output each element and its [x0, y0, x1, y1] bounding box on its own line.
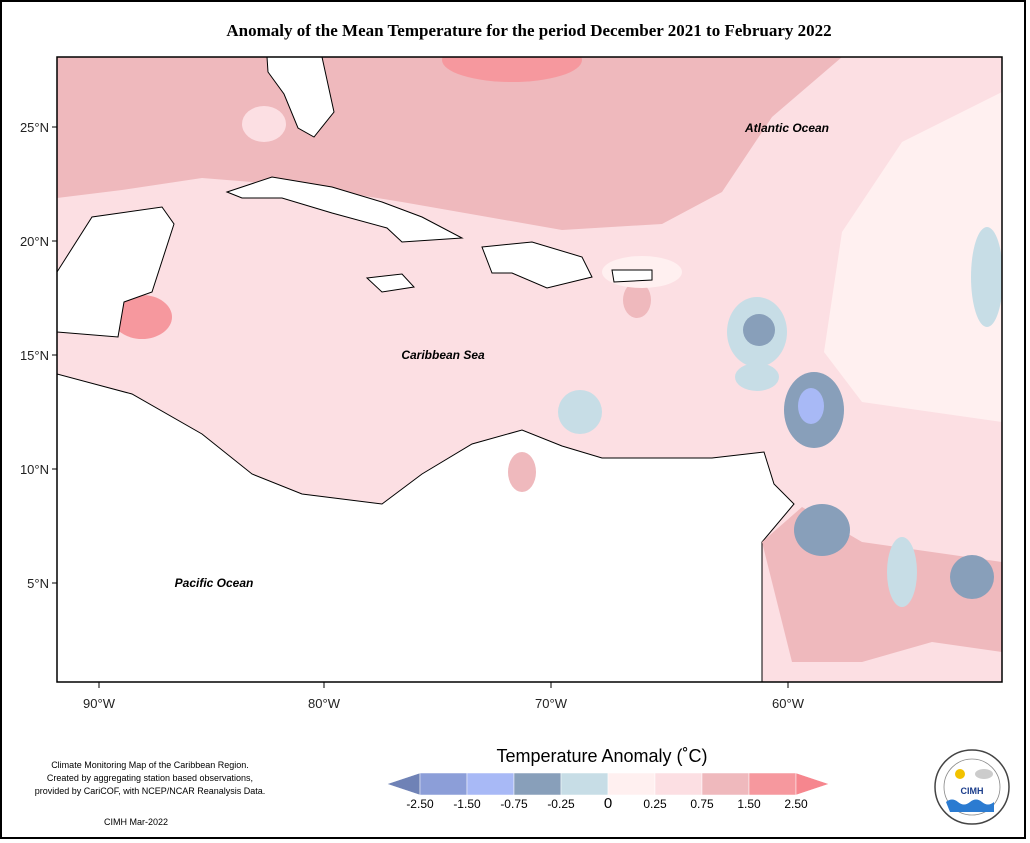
lat-tick-label: 5°N — [27, 576, 49, 591]
lat-tick-label: 25°N — [20, 120, 49, 135]
legend-swatch — [795, 772, 830, 796]
lat-tick-label: 20°N — [20, 234, 49, 249]
legend-swatch — [386, 772, 421, 796]
legend-label: -2.50 — [406, 797, 434, 811]
lat-tick-label: 15°N — [20, 348, 49, 363]
anomaly-field — [623, 282, 651, 318]
land — [365, 273, 416, 293]
map: Atlantic Ocean Caribbean Sea Pacific Oce… — [57, 57, 1002, 682]
place-label: Caribbean Sea — [401, 348, 485, 362]
logo-cloud — [975, 769, 993, 779]
place-label: Atlantic Ocean — [744, 121, 829, 135]
anomaly-field — [824, 92, 1002, 422]
legend-swatch — [607, 772, 656, 796]
legend: Temperature Anomaly (˚C) -2.50 -1.50 -0.75… — [386, 746, 830, 812]
lon-tick-label: 60°W — [772, 696, 805, 711]
lon-tick-label: 70°W — [535, 696, 568, 711]
legend-label: 0.25 — [643, 797, 667, 811]
credit: CIMH Mar-2022 — [104, 817, 168, 827]
land — [57, 373, 795, 682]
footnote: provided by CariCOF, with NCEP/NCAR Rean… — [35, 786, 266, 796]
logo-sun — [955, 769, 965, 779]
anomaly-field — [242, 106, 286, 142]
lat-tick-label: 10°N — [20, 462, 49, 477]
lon-tick-label: 80°W — [308, 696, 341, 711]
land — [225, 176, 464, 243]
legend-swatch — [701, 772, 750, 796]
logo-ring — [943, 758, 1001, 816]
anomaly-field — [57, 57, 842, 230]
legend-label: 1.50 — [737, 797, 761, 811]
legend-swatch — [560, 772, 609, 796]
map-frame — [56, 56, 1003, 683]
footnote: Climate Monitoring Map of the Caribbean … — [51, 760, 249, 770]
legend-label: 2.50 — [784, 797, 808, 811]
land — [57, 206, 175, 338]
title: Anomaly of the Mean Temperature for the … — [226, 21, 831, 40]
legend-label: -0.25 — [547, 797, 575, 811]
lon-tick-label: 90°W — [83, 696, 116, 711]
anomaly-field — [508, 452, 536, 492]
legend-label: -0.75 — [500, 797, 528, 811]
ticks: 25°N 20°N 15°N 10°N 5°N 90°W 80°W 70°W 60°W — [20, 120, 805, 711]
legend-title: Temperature Anomaly (˚C) — [496, 746, 707, 766]
legend-swatch — [466, 772, 515, 796]
logo-waves — [946, 799, 994, 812]
legend-label: 0 — [604, 795, 612, 812]
legend-swatch — [419, 772, 468, 796]
anomaly-field — [442, 57, 582, 82]
anomaly-field — [558, 390, 602, 434]
anomaly-field — [950, 555, 994, 599]
place-label: Pacific Ocean — [175, 576, 254, 590]
legend-swatch — [654, 772, 703, 796]
land — [611, 269, 653, 283]
legend-swatch — [513, 772, 562, 796]
anomaly-field — [971, 227, 1002, 327]
anomaly-field — [794, 504, 850, 556]
anomaly-field — [112, 295, 172, 339]
legend-label: 0.75 — [690, 797, 714, 811]
land — [266, 57, 335, 138]
anomaly-field — [743, 314, 775, 346]
anomaly-field — [887, 537, 917, 607]
logo-text: CIMH — [961, 786, 984, 796]
land — [481, 241, 593, 289]
footnote: Created by aggregating station based obs… — [47, 773, 253, 783]
legend-swatch — [748, 772, 797, 796]
anomaly-field — [798, 388, 824, 424]
legend-label: -1.50 — [453, 797, 481, 811]
logo: CIMH — [934, 749, 1010, 825]
anomaly-field — [735, 363, 779, 391]
